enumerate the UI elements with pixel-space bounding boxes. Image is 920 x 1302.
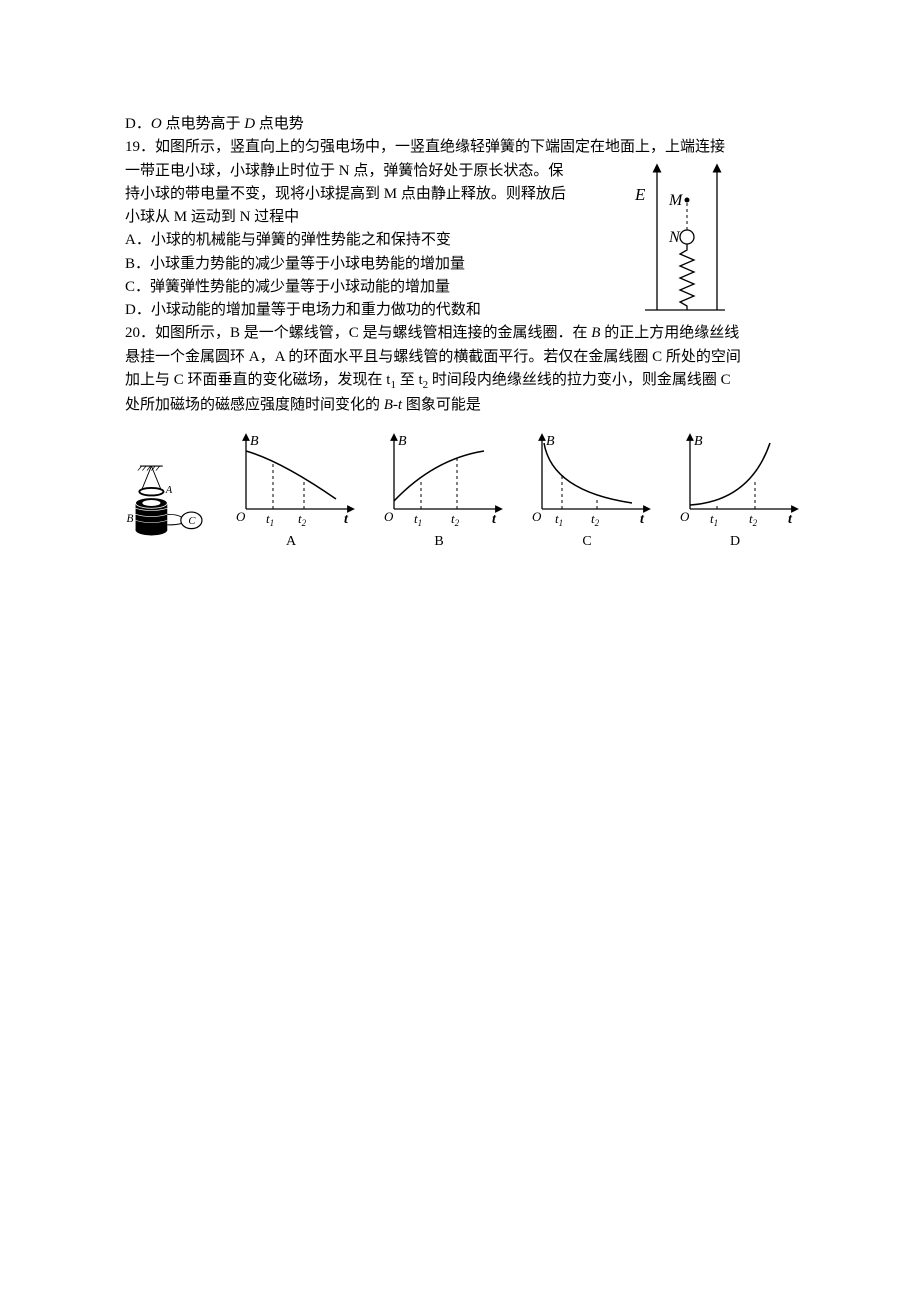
svg-text:t2: t2	[298, 511, 307, 528]
chart-c: B t O t1 t2	[522, 431, 652, 531]
chart-b: B t O t1 t2	[374, 431, 504, 531]
svg-text:O: O	[384, 509, 394, 524]
label-B: B	[127, 513, 134, 525]
chart-c-caption: C	[522, 531, 652, 553]
svg-text:t: t	[640, 512, 645, 527]
q19-option-a: A．小球的机械能与弹簧的弹性势能之和保持不变	[125, 229, 635, 252]
svg-text:t1: t1	[414, 511, 422, 528]
exam-page: D．O 点电势高于 D 点电势 19．如图所示，竖直向上的匀强电场中，一竖直绝缘…	[0, 0, 920, 1302]
q18-option-d: D．O 点电势高于 D 点电势	[125, 113, 800, 136]
spring-icon	[680, 244, 694, 310]
label-M: M	[668, 192, 684, 209]
svg-text:t2: t2	[591, 511, 600, 528]
svg-text:O: O	[680, 509, 690, 524]
svg-text:t2: t2	[451, 511, 460, 528]
ball-icon	[680, 230, 694, 244]
q19-intro-4: 小球从 M 运动到 N 过程中	[125, 206, 635, 229]
chart-b-wrap: B t O t1 t2 B	[374, 431, 504, 553]
q20-line3: 加上与 C 环面垂直的变化磁场，发现在 t1 至 t2 时间段内绝缘丝线的拉力变…	[125, 369, 800, 394]
chart-a-wrap: B t O t1 t2 A	[226, 431, 356, 553]
q20-figure-row: A B C	[125, 431, 800, 553]
q19-block: 19．如图所示，竖直向上的匀强电场中，一竖直绝缘轻弹簧的下端固定在地面上，上端连…	[125, 136, 800, 322]
q19-figure: E M N	[625, 160, 735, 320]
chart-d: B t O t1 t2	[670, 431, 800, 531]
chart-d-wrap: B t O t1 t2 D	[670, 431, 800, 553]
q19-intro-1: 19．如图所示，竖直向上的匀强电场中，一竖直绝缘轻弹簧的下端固定在地面上，上端连…	[125, 136, 800, 159]
label-A: A	[165, 485, 173, 496]
svg-text:t1: t1	[710, 511, 718, 528]
svg-text:t: t	[344, 512, 349, 527]
q19-text-wrap: 一带正电小球，小球静止时位于 N 点，弹簧恰好处于原长状态。保 持小球的带电量不…	[125, 160, 635, 323]
q19-intro-2: 一带正电小球，小球静止时位于 N 点，弹簧恰好处于原长状态。保	[125, 160, 635, 183]
q19-option-c: C．弹簧弹性势能的减少量等于小球动能的增加量	[125, 276, 635, 299]
q20-apparatus-figure: A B C	[125, 453, 208, 553]
svg-text:t: t	[492, 512, 497, 527]
q20-line4: 处所加磁场的磁感应强度随时间变化的 B-t 图象可能是	[125, 394, 800, 417]
svg-text:O: O	[236, 509, 246, 524]
svg-text:t2: t2	[749, 511, 758, 528]
q19-option-b: B．小球重力势能的减少量等于小球电势能的增加量	[125, 253, 635, 276]
chart-a-caption: A	[226, 531, 356, 553]
svg-text:t1: t1	[555, 511, 563, 528]
label-N: N	[668, 229, 681, 246]
ring-a-icon	[139, 488, 163, 496]
svg-text:B: B	[250, 434, 259, 449]
label-E: E	[634, 185, 646, 204]
svg-text:B: B	[398, 434, 407, 449]
point-m	[685, 198, 690, 203]
chart-c-wrap: B t O t1 t2 C	[522, 431, 652, 553]
svg-text:O: O	[532, 509, 542, 524]
q19-intro-3: 持小球的带电量不变，现将小球提高到 M 点由静止释放。则释放后	[125, 183, 635, 206]
svg-text:B: B	[546, 434, 555, 449]
chart-a: B t O t1 t2	[226, 431, 356, 531]
svg-text:t1: t1	[266, 511, 274, 528]
label-C: C	[188, 516, 196, 527]
chart-b-caption: B	[374, 531, 504, 553]
q19-option-d: D．小球动能的增加量等于电场力和重力做功的代数和	[125, 299, 635, 322]
svg-text:B: B	[694, 434, 703, 449]
q19-figure-svg: E M N	[625, 160, 735, 320]
q20-line2: 悬挂一个金属圆环 A，A 的环面水平且与螺线管的横截面平行。若仅在金属线圈 C …	[125, 346, 800, 369]
q20-line1: 20．如图所示，B 是一个螺线管，C 是与螺线管相连接的金属线圈．在 B 的正上…	[125, 322, 800, 345]
svg-text:t: t	[788, 512, 793, 527]
chart-d-caption: D	[670, 531, 800, 553]
